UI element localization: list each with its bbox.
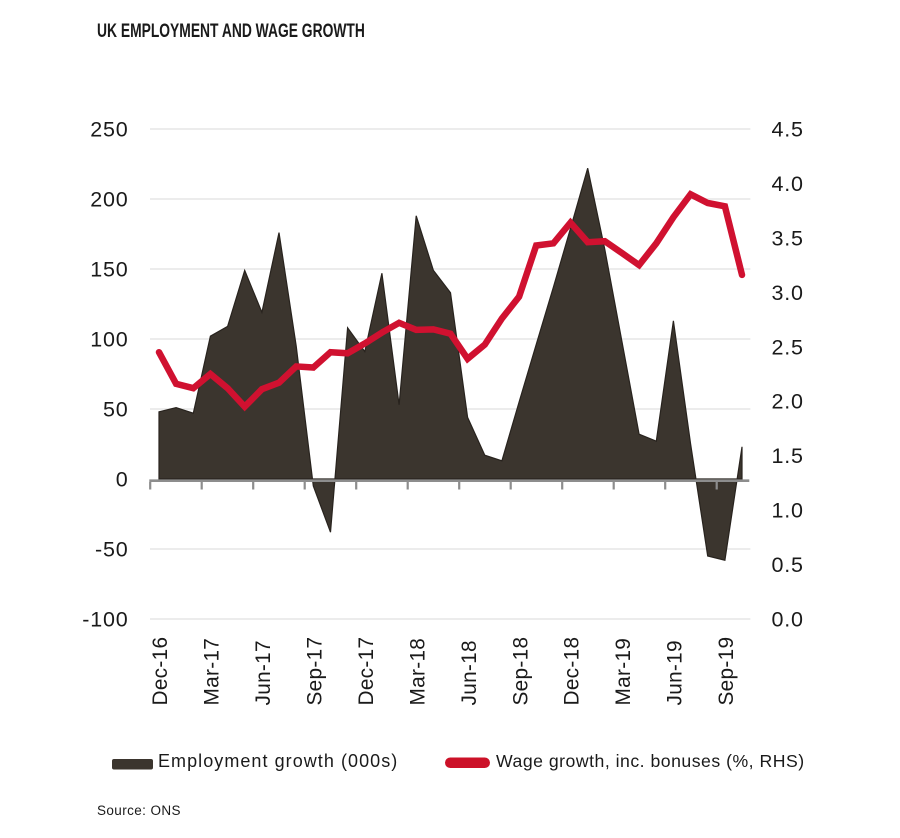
svg-text:1.0: 1.0 — [772, 499, 804, 523]
svg-text:3.0: 3.0 — [772, 281, 804, 305]
svg-text:250: 250 — [90, 118, 128, 142]
svg-text:100: 100 — [90, 328, 128, 352]
svg-text:Dec-17: Dec-17 — [355, 637, 378, 706]
svg-text:Sep-17: Sep-17 — [304, 637, 327, 706]
svg-text:0.0: 0.0 — [772, 608, 804, 632]
svg-text:Employment growth (000s): Employment growth (000s) — [158, 751, 398, 771]
svg-text:Dec-16: Dec-16 — [149, 637, 172, 706]
svg-text:Sep-18: Sep-18 — [509, 637, 532, 706]
svg-text:150: 150 — [90, 258, 128, 282]
svg-text:-100: -100 — [82, 608, 128, 632]
svg-text:2.5: 2.5 — [772, 335, 804, 359]
svg-text:Mar-17: Mar-17 — [201, 638, 224, 706]
svg-text:1.5: 1.5 — [772, 444, 804, 468]
svg-text:Wage growth, inc. bonuses (%,: Wage growth, inc. bonuses (%, RHS) — [496, 751, 805, 771]
svg-text:0.5: 0.5 — [772, 553, 804, 577]
svg-text:Dec-18: Dec-18 — [561, 637, 584, 706]
svg-text:Source: ONS: Source: ONS — [97, 803, 181, 818]
svg-text:4.5: 4.5 — [772, 118, 804, 142]
svg-text:200: 200 — [90, 188, 128, 212]
svg-text:Jun-18: Jun-18 — [458, 640, 481, 705]
svg-text:Jun-17: Jun-17 — [252, 640, 275, 705]
svg-text:50: 50 — [103, 398, 129, 422]
svg-text:Mar-18: Mar-18 — [406, 638, 429, 706]
svg-text:-50: -50 — [95, 538, 128, 562]
svg-text:Jun-19: Jun-19 — [664, 640, 687, 705]
svg-text:UK EMPLOYMENT AND WAGE GROWTH: UK EMPLOYMENT AND WAGE GROWTH — [97, 20, 365, 42]
svg-text:2.0: 2.0 — [772, 390, 804, 414]
svg-text:3.5: 3.5 — [772, 226, 804, 250]
svg-text:0: 0 — [116, 468, 129, 492]
svg-text:4.0: 4.0 — [772, 172, 804, 196]
svg-text:Sep-19: Sep-19 — [715, 637, 738, 706]
svg-text:Mar-19: Mar-19 — [612, 638, 635, 706]
